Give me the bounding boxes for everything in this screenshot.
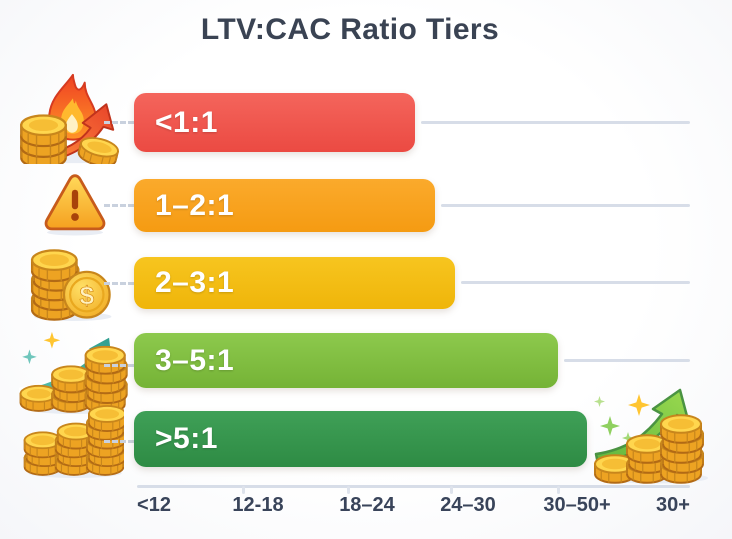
tier-bar-label: 2–3:1 bbox=[155, 266, 235, 299]
x-axis-label: 30–50+ bbox=[543, 494, 611, 516]
coin-stack-dollar-icon: $ bbox=[26, 249, 116, 321]
x-axis-tick bbox=[242, 486, 245, 494]
tier-bar: 2–3:1 bbox=[134, 257, 455, 309]
tier-bar: 1–2:1 bbox=[134, 179, 435, 232]
tier-bar: 3–5:1 bbox=[134, 333, 558, 388]
ascending-coin-stacks-icon bbox=[22, 400, 124, 478]
connector-dash bbox=[104, 282, 134, 285]
x-axis-label: 30+ bbox=[656, 494, 690, 516]
x-axis-tick bbox=[450, 486, 453, 494]
connector-dash bbox=[104, 121, 134, 124]
x-axis-tick bbox=[347, 486, 350, 494]
tier-bar-label: >5:1 bbox=[155, 422, 218, 455]
x-axis-label: <12 bbox=[137, 494, 171, 516]
growth-arrow-with-coins-icon bbox=[592, 388, 710, 484]
svg-text:$: $ bbox=[79, 280, 94, 310]
connector-dash bbox=[104, 440, 134, 443]
tier-bar: >5:1 bbox=[134, 411, 587, 467]
bar-track-line bbox=[441, 203, 690, 207]
page-title: LTV:CAC Ratio Tiers bbox=[200, 13, 500, 46]
tier-row: 1–2:1 bbox=[134, 179, 690, 232]
tier-row: <1:1 bbox=[134, 93, 690, 152]
x-axis-label: 24–30 bbox=[440, 494, 496, 516]
tier-row: 3–5:1 bbox=[134, 333, 690, 388]
tier-row: >5:1 bbox=[134, 411, 690, 467]
x-axis-label: 12-18 bbox=[232, 494, 284, 516]
tier-bar-label: 3–5:1 bbox=[155, 343, 235, 377]
connector-dash bbox=[104, 204, 134, 207]
bar-track-line bbox=[461, 281, 690, 284]
tier-bar-label: 1–2:1 bbox=[155, 188, 235, 222]
x-axis-label: 18–24 bbox=[339, 494, 395, 516]
connector-dash bbox=[104, 364, 134, 367]
x-axis-line bbox=[137, 485, 690, 488]
burning-money-icon bbox=[16, 72, 124, 164]
tier-bar: <1:1 bbox=[134, 93, 415, 152]
tier-row: 2–3:1 bbox=[134, 257, 690, 309]
bar-track-line bbox=[421, 120, 690, 124]
warning-triangle-icon bbox=[40, 169, 110, 237]
tier-bar-label: <1:1 bbox=[155, 105, 218, 139]
x-axis-tick bbox=[557, 486, 560, 494]
bar-track-line bbox=[564, 358, 690, 362]
